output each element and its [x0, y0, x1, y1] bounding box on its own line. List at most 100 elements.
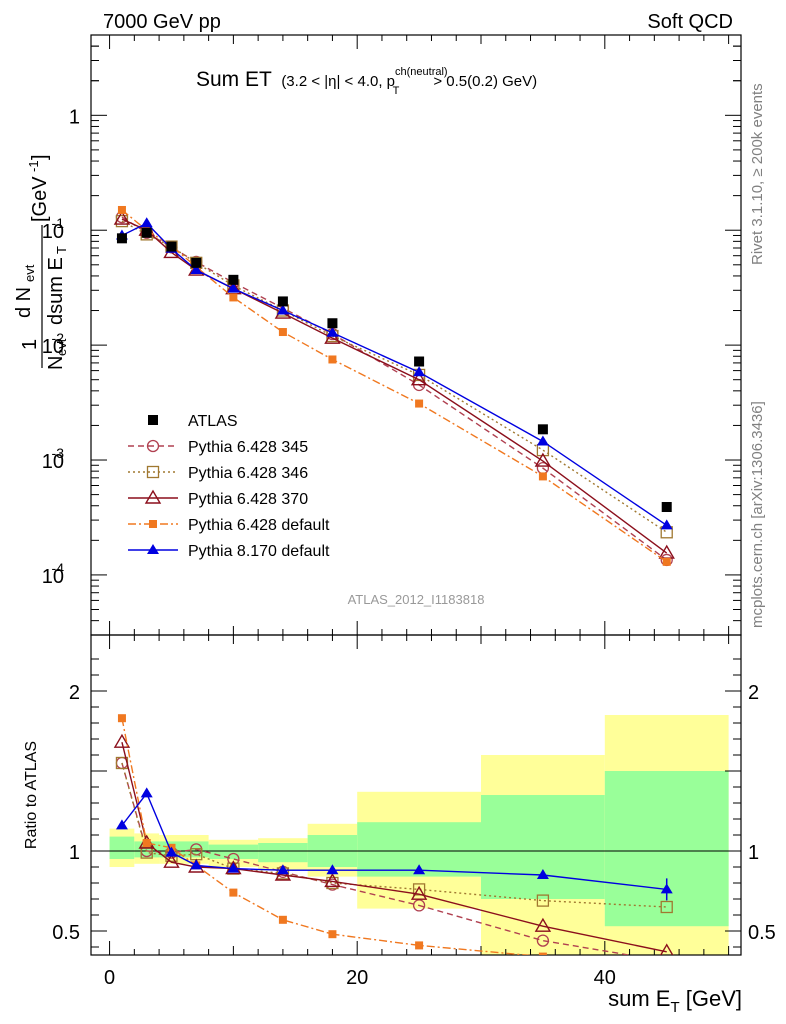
inner-band [109, 836, 135, 859]
main-series [113, 205, 675, 567]
series-point [326, 326, 339, 337]
series-point [324, 329, 341, 344]
ratio-point [661, 956, 672, 967]
y-tick-exponent: -1 [52, 215, 65, 231]
chart-title: Sum ET (3.2 < |η| < 4.0, pch(neutral) T> … [196, 66, 537, 97]
ratio-tick-label-right: 1 [748, 842, 759, 864]
ratio-point [324, 873, 341, 888]
ratio-point [140, 787, 153, 798]
series-point [660, 519, 673, 530]
series-point [190, 264, 203, 275]
legend-marker [144, 489, 162, 504]
ratio-tick-label: 0.5 [52, 922, 80, 944]
y-tick-exponent: -2 [52, 330, 65, 346]
mcplots-label: mcplots.cern.ch [arXiv:1306.3436] [749, 401, 766, 628]
ratio-point [326, 864, 339, 875]
data-point [661, 502, 672, 513]
rivet-label: Rivet 3.1.10, ≥ 200k events [749, 83, 766, 265]
ratio-point [113, 733, 131, 748]
svg-text:-1: -1 [26, 160, 41, 172]
series-point [276, 304, 289, 315]
svg-text:[GeV: [GeV [29, 176, 51, 222]
legend-marker [149, 520, 157, 528]
ratio-series [113, 714, 674, 967]
y-tick-label: 10-3 [42, 445, 64, 473]
data-point [166, 241, 177, 252]
series-point [227, 282, 240, 293]
ratio-tick-label-right: 2 [748, 682, 759, 704]
header-left: 7000 GeV pp [103, 11, 221, 33]
inner-band [481, 795, 605, 899]
series-line [121, 209, 668, 563]
svg-text:1: 1 [19, 339, 41, 350]
ratio-line [121, 762, 667, 908]
series-line [121, 222, 668, 526]
ratio-tick-label-right: 0.5 [748, 922, 776, 944]
series-line [121, 218, 668, 554]
x-tick-label: 20 [346, 967, 368, 989]
ratio-point [536, 934, 550, 947]
ratio-point [538, 952, 547, 955]
ratio-point [328, 930, 337, 939]
data-point [277, 296, 288, 307]
ratio-tick-label: 2 [69, 682, 80, 704]
legend-label: Pythia 6.428 346 [188, 465, 308, 482]
ratio-point [117, 714, 126, 723]
ratio-point [190, 859, 203, 870]
legend-marker [146, 465, 160, 479]
ratio-point [536, 869, 549, 879]
data-point [116, 233, 127, 244]
legend-marker [148, 415, 158, 425]
axis-ticks: 0 20 40 1 10-1 10-2 10-3 10-4 0.5 0.5 1 1 2 2 [42, 34, 776, 989]
series-point [538, 472, 547, 481]
series-line [121, 216, 668, 561]
ratio-y-axis-label: Ratio to ATLAS [23, 741, 40, 849]
data-point [228, 274, 239, 285]
ratio-point [276, 864, 289, 875]
svg-text:N: N [45, 356, 67, 370]
y-tick-label: 10-4 [42, 560, 64, 588]
series-point [662, 557, 671, 566]
ratio-line [121, 718, 533, 955]
series-point [229, 293, 238, 302]
svg-text:T: T [54, 246, 69, 254]
svg-text:]: ] [29, 154, 51, 160]
x-tick-label: 40 [594, 967, 616, 989]
ratio-point [534, 917, 552, 932]
series-point [410, 371, 428, 386]
x-tick-label: 0 [104, 967, 115, 989]
header-right: Soft QCD [647, 11, 733, 33]
inner-band [604, 771, 729, 927]
ratio-point [536, 894, 550, 907]
series-point [140, 217, 153, 228]
ratio-point [165, 846, 178, 857]
legend: ATLAS Pythia 6.428 345 Pythia 6.428 346 Pyt… [128, 413, 330, 560]
ratio-line [121, 792, 667, 891]
data-point [141, 227, 152, 238]
ratio-point [660, 900, 673, 914]
y-tick-exponent: -3 [52, 445, 65, 461]
series-point [536, 435, 549, 446]
legend-label: Pythia 6.428 345 [188, 439, 308, 456]
y-tick-label: 10-2 [42, 330, 64, 358]
ratio-frame [90, 634, 742, 956]
ratio-point [229, 888, 238, 897]
ratio-point [115, 819, 128, 830]
data-point [191, 257, 202, 268]
ratio-point [227, 862, 240, 873]
analysis-watermark: ATLAS_2012_I1183818 [348, 592, 485, 607]
data-point [537, 424, 548, 435]
uncertainty-bands [109, 715, 729, 955]
series-line [121, 220, 668, 533]
ratio-line [121, 742, 667, 953]
ratio-point [659, 943, 674, 955]
data-point [414, 356, 425, 367]
ratio-point [140, 846, 153, 859]
svg-text:evt: evt [54, 338, 69, 356]
data-point [327, 318, 338, 329]
main-y-axis-label: 1 N evt d N evt dsum E T [GeV -1 ] [13, 154, 69, 370]
legend-label: Pythia 6.428 default [188, 517, 330, 534]
series-point [113, 210, 131, 225]
svg-text:d N: d N [13, 287, 35, 318]
